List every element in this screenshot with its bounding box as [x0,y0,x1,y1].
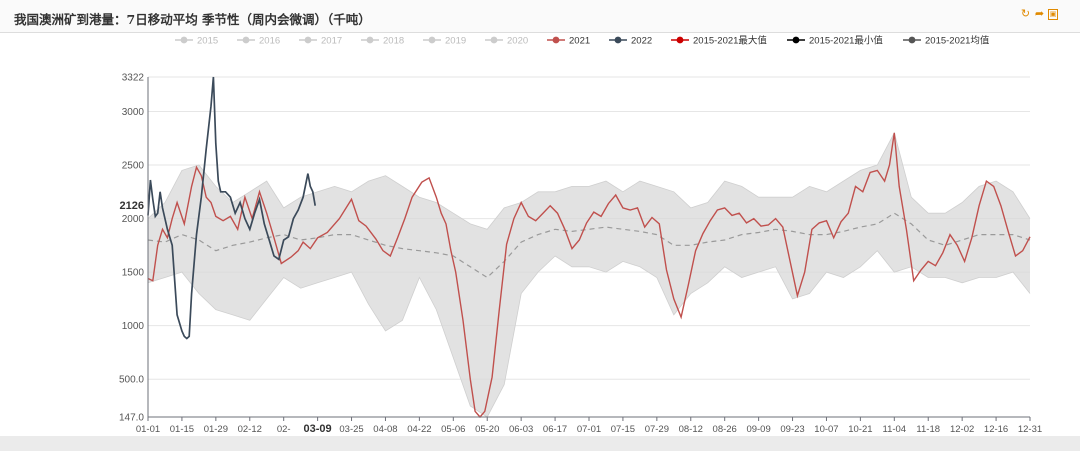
x-tick-label: 04-08 [373,424,397,435]
x-tick-label: 09-23 [780,424,804,435]
legend-marker-icon [676,36,684,44]
title-bar: 我国澳洲矿到港量：7日移动平均 季节性（周内会微调）（千吨） ↻ ➦ ▣ [0,0,1080,33]
x-tick-label: 06-17 [543,424,567,435]
x-tick-label: 01-01 [136,424,160,435]
x-tick-label: 01-29 [204,424,228,435]
legend-item[interactable]: 2018 [361,36,404,47]
series-max-line [147,131,1031,230]
x-tick-label: 02-12 [238,424,262,435]
legend-item[interactable]: 2015-2021均值 [903,35,990,47]
x-tick-label: 06-03 [509,424,533,435]
legend-marker-icon [428,36,436,44]
legend-item[interactable]: 2022 [609,36,652,47]
x-tick-label: 11-04 [883,424,907,435]
legend-label: 2018 [383,36,404,47]
legend-marker-icon [242,36,250,44]
legend-item[interactable]: 2016 [237,36,280,47]
legend-label: 2016 [259,36,280,47]
y-tick-label: 1500 [122,268,145,279]
x-tick-label: 10-07 [814,424,838,435]
x-tick-label: 12-31 [1018,424,1042,435]
chart-title: 我国澳洲矿到港量：7日移动平均 季节性（周内会微调）（千吨） [14,12,371,27]
series-2021-line [147,132,1031,419]
x-tick-label: 03-09 [304,423,332,435]
x-tick-label: 10-21 [848,424,872,435]
legend-marker-icon [908,36,916,44]
y-tick-label: 2000 [122,214,145,225]
y-tick-label: 2500 [122,161,145,172]
legend-label: 2020 [507,36,528,47]
legend-marker-icon [366,36,374,44]
y-tick-label: 1000 [122,321,145,332]
x-tick-label: 11-18 [916,424,940,435]
x-tick-label: 02- [277,424,291,435]
x-tick-label: 12-16 [984,424,1008,435]
legend-item[interactable]: 2020 [485,36,528,47]
toolbar: ↻ ➦ ▣ [1020,9,1058,20]
x-tick-label: 09-09 [746,424,770,435]
legend-item[interactable]: 2015-2021最大值 [671,35,767,47]
legend-marker-icon [614,36,622,44]
y-tick-label: 147.0 [119,413,144,424]
legend-label: 2021 [569,36,590,47]
legend-marker-icon [552,36,560,44]
x-tick-label: 05-20 [475,424,499,435]
x-tick-label: 07-29 [645,424,669,435]
x-tick-label: 04-22 [407,424,431,435]
legend-label: 2015-2021最大值 [693,35,767,47]
y-tick-label: 3000 [122,107,145,118]
share-icon[interactable]: ➦ [1034,8,1045,20]
pointer-y-label: 2126 [120,200,144,212]
save-image-icon[interactable]: ▣ [1048,9,1058,20]
bottom-strip [0,436,1080,451]
legend-item[interactable]: 2021 [547,36,590,47]
x-tick-label: 08-12 [679,424,703,435]
x-tick-label: 03-25 [339,424,363,435]
legend-label: 2022 [631,36,652,47]
legend-label: 2017 [321,36,342,47]
y-tick-label: 3322 [122,73,145,84]
x-tick-label: 08-26 [713,424,737,435]
y-tick-label: 500.0 [119,375,144,386]
series-2022-line [147,76,317,340]
legend-label: 2015 [197,36,218,47]
legend-marker-icon [180,36,188,44]
series-range-band [148,132,1030,417]
legend-marker-icon [490,36,498,44]
legend-label: 2015-2021均值 [925,35,990,47]
series-min-line [147,250,1031,418]
x-tick-label: 07-01 [577,424,601,435]
legend-label: 2015-2021最小值 [809,35,883,47]
legend-item[interactable]: 2017 [299,36,342,47]
refresh-icon[interactable]: ↻ [1020,8,1031,20]
legend-item[interactable]: 2019 [423,36,466,47]
legend-item[interactable]: 2015-2021最小值 [787,35,883,47]
legend-marker-icon [304,36,312,44]
legend-marker-icon [792,36,800,44]
chart-svg: 147.0 500.0 1000 1500 2000 2500 3000 3322 01-01 0… [119,35,1042,436]
legend-label: 2019 [445,36,466,47]
series-avg-line [147,212,1031,279]
x-tick-label: 01-15 [170,424,194,435]
x-tick-label: 07-15 [611,424,635,435]
legend-item[interactable]: 2015 [175,36,218,47]
x-tick-label: 05-06 [441,424,465,435]
x-tick-label: 12-02 [950,424,974,435]
